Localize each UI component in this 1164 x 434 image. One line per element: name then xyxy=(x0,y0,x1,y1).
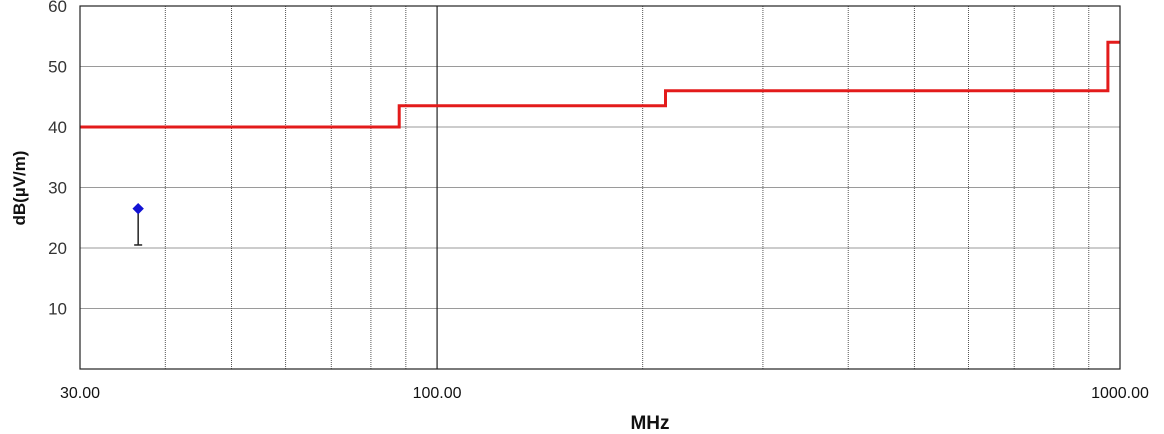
x-axis-ticks: 30.00 100.00 1000.00 xyxy=(60,385,1149,402)
grid-layer xyxy=(80,6,1120,369)
limit-line xyxy=(80,40,1120,129)
y-axis-ticks: 10 20 30 40 50 60 xyxy=(48,0,67,319)
plot-frame xyxy=(79,5,1121,370)
y-tick-label-30: 30 xyxy=(48,179,67,198)
series-layer xyxy=(80,40,1120,246)
y-tick-label-40: 40 xyxy=(48,118,67,137)
y-tick-label-50: 50 xyxy=(48,58,67,77)
x-axis-title: MHz xyxy=(630,413,669,434)
x-tick-label-100: 100.00 xyxy=(413,385,462,402)
x-tick-label-30: 30.00 xyxy=(60,385,100,402)
y-tick-label-10: 10 xyxy=(48,300,67,319)
y-tick-label-60: 60 xyxy=(48,0,67,16)
y-axis-title: dB(µV/m) xyxy=(10,151,29,226)
measurement-point-0 xyxy=(132,202,144,215)
y-tick-label-20: 20 xyxy=(48,239,67,258)
x-tick-label-1000: 1000.00 xyxy=(1091,385,1149,402)
